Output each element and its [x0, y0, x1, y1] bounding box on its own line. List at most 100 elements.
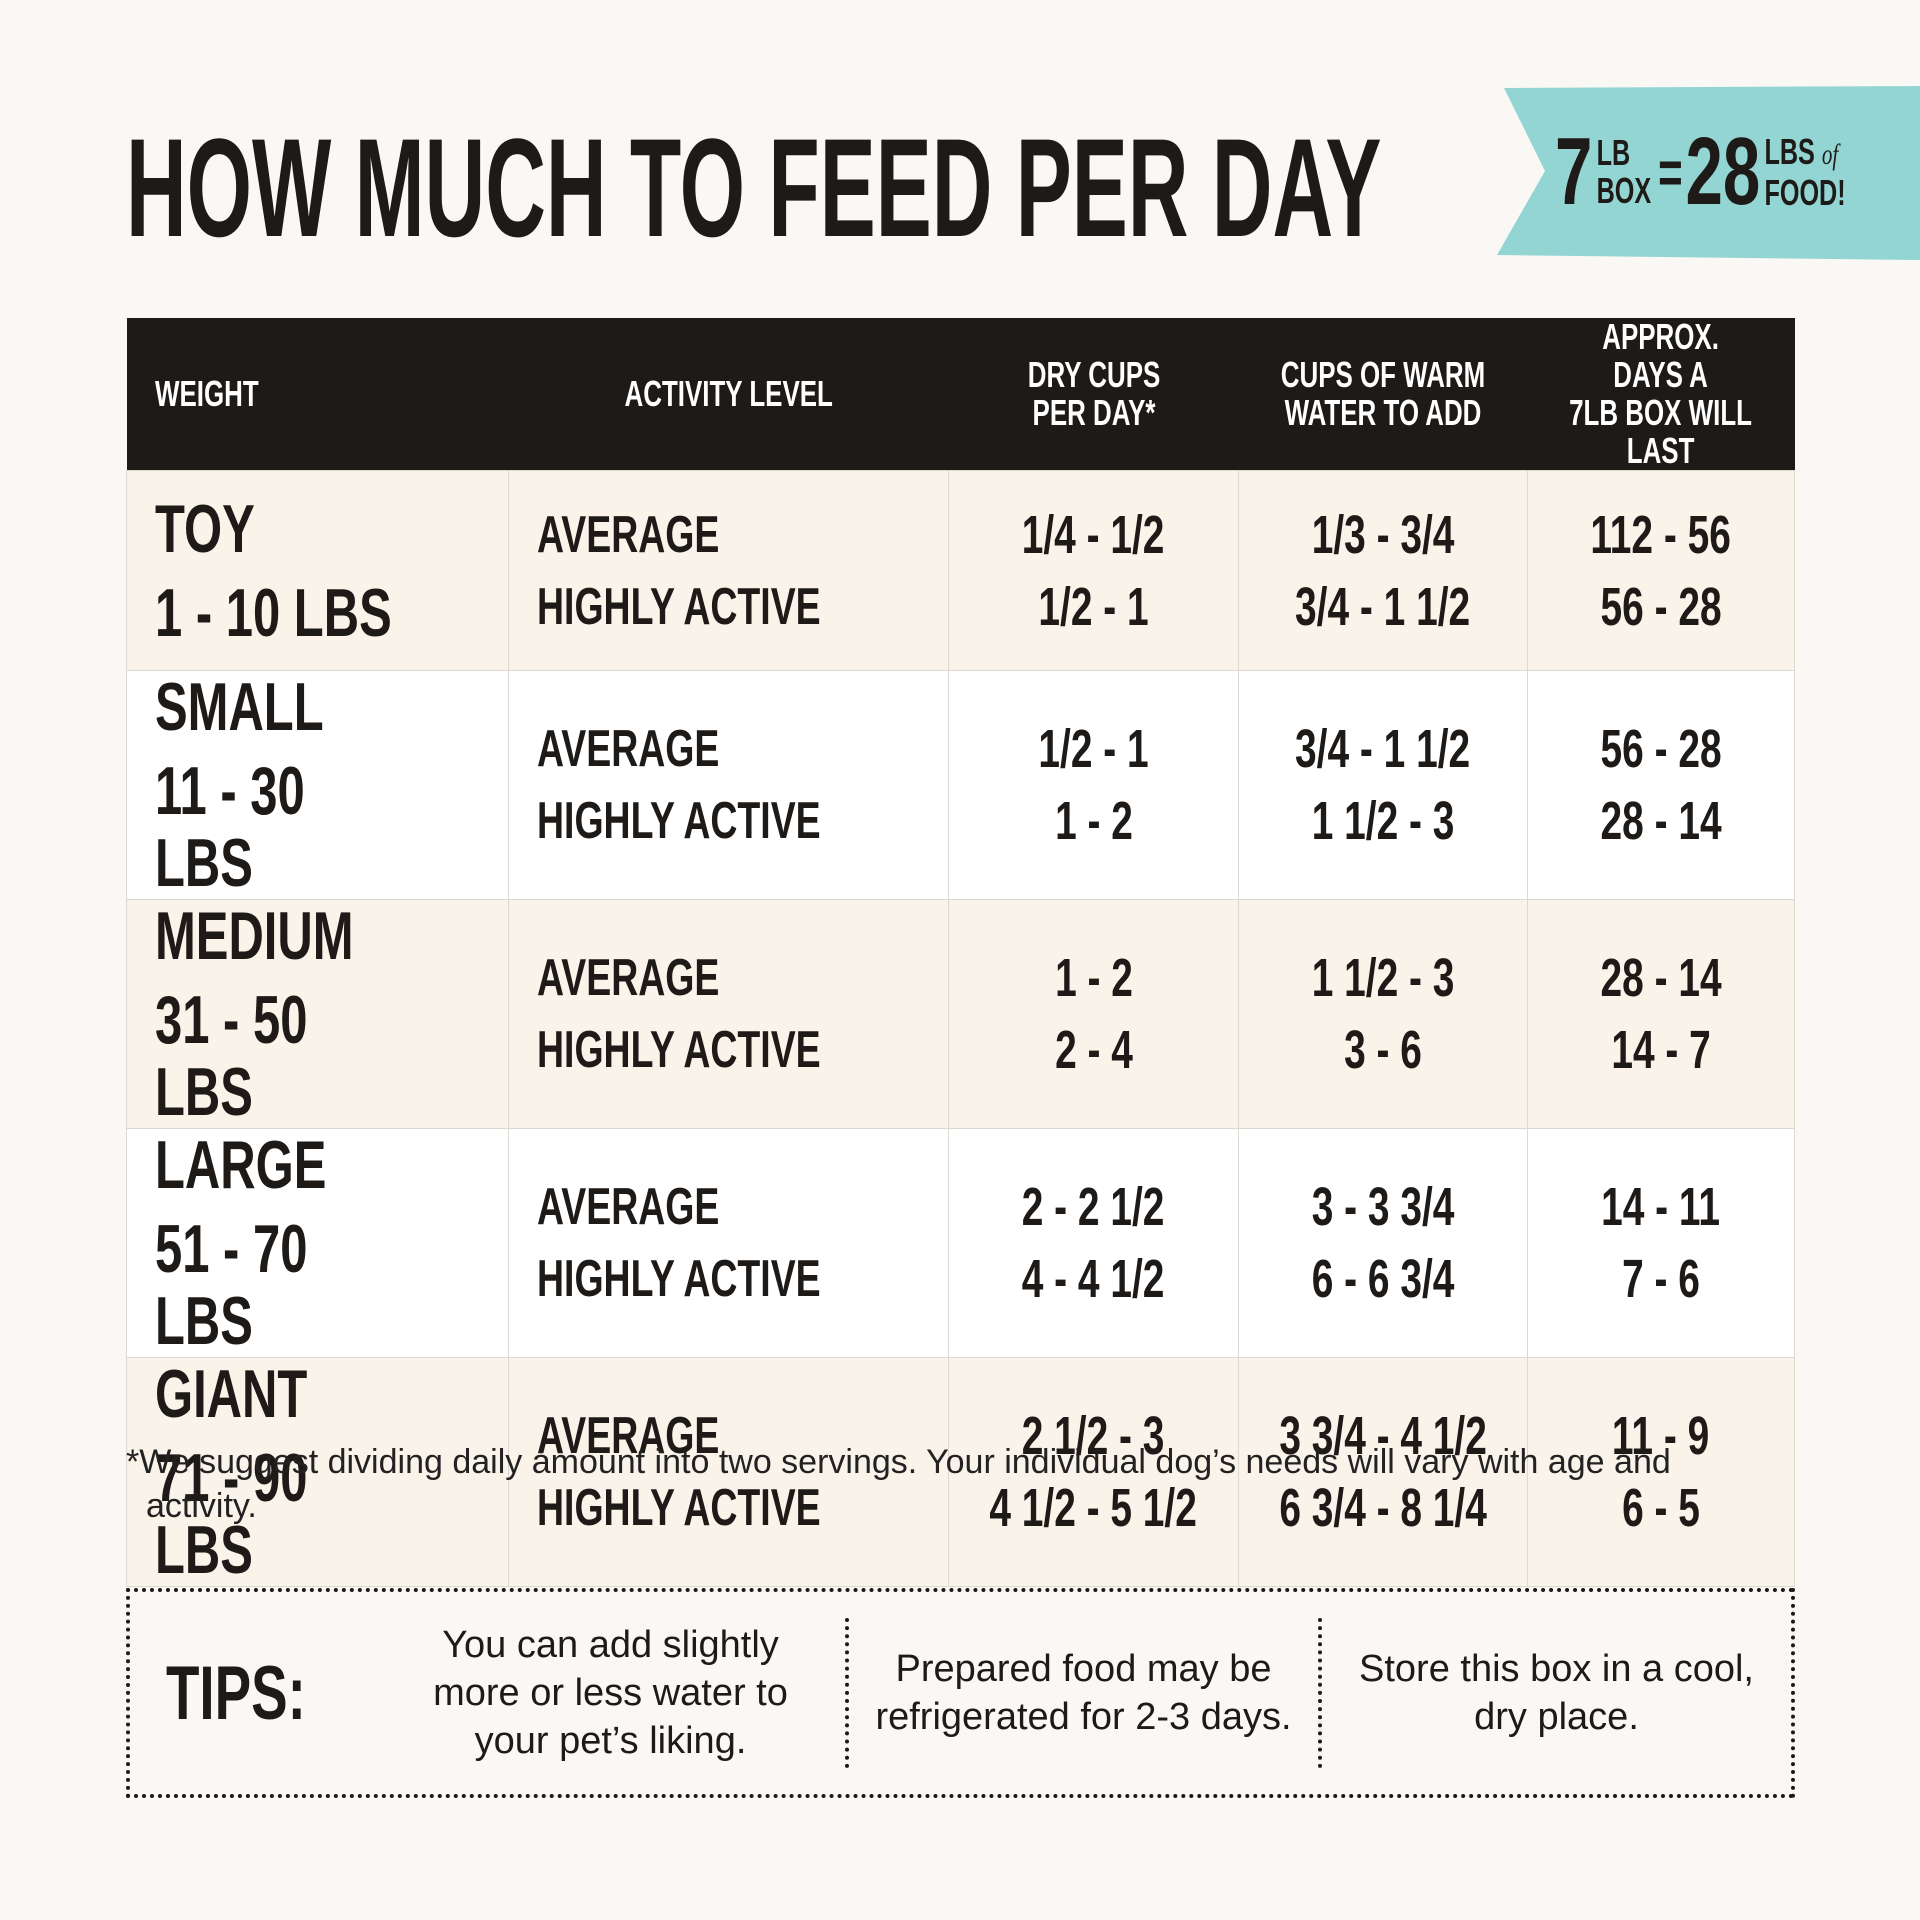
dry-line: 4 - 4 1/2 [994, 1249, 1192, 1309]
food-unit-bottom: FOOD! [1764, 171, 1846, 213]
column-header-line: ACTIVITY LEVEL [624, 373, 833, 414]
dry-line: 4 1/2 - 5 1/2 [949, 1478, 1237, 1538]
table-header: WEIGHT ACTIVITY LEVEL DRY CUPS PER DAY* CUPS… [126, 316, 1795, 471]
weight-box: TOY 1 - 10 LBS [127, 493, 508, 649]
box-unit-bottom: BOX [1596, 170, 1652, 211]
days-line: 7 - 6 [1607, 1249, 1715, 1309]
water-box: 3 3/4 - 4 1/2 6 3/4 - 8 1/4 [1239, 1406, 1527, 1538]
dry-cell: 1 - 2 2 - 4 [948, 899, 1239, 1129]
tips-label-box: TIPS: [130, 1650, 376, 1737]
weight-line: SMALL [155, 671, 508, 743]
column-header-text: CUPS OF WARM WATER TO ADD [1280, 356, 1484, 432]
dry-amount: 1 - 2 [1054, 948, 1133, 1008]
dry-box: 1/4 - 1/2 1/2 - 1 [949, 505, 1237, 637]
activity-level: HIGHLY ACTIVE [536, 792, 821, 850]
column-header-line: WATER TO ADD [1284, 392, 1482, 433]
dry-amount: 1/2 - 1 [1038, 576, 1149, 637]
weight-range: 31 - 50 LBS [155, 982, 308, 1130]
activity-line: HIGHLY ACTIVE [537, 577, 949, 637]
weight-line: MEDIUM [155, 900, 508, 972]
table-row: LARGE 51 - 70 LBS AVERAGE HIGHLY ACTIVE 2 - … [126, 1128, 1796, 1358]
badge-shape [1497, 86, 1920, 260]
dry-amount: 1/2 - 1 [1038, 719, 1149, 779]
column-header-line: 7LB BOX WILL LAST [1569, 392, 1753, 471]
water-line: 3 - 6 [1329, 1020, 1437, 1080]
dry-line: 1/4 - 1/2 [994, 505, 1192, 565]
activity-line: HIGHLY ACTIVE [537, 1478, 949, 1538]
column-header-line: APPROX. DAYS A [1602, 316, 1720, 395]
water-line: 3/4 - 1 1/2 [1261, 719, 1504, 779]
food-unit: LBS of FOOD! [1764, 130, 1846, 213]
size-name: MEDIUM [155, 898, 354, 974]
dry-box: 1 - 2 2 - 4 [949, 948, 1237, 1080]
days-box: 56 - 28 28 - 14 [1528, 719, 1794, 851]
column-header-text: WEIGHT [155, 375, 259, 413]
activity-box: AVERAGE HIGHLY ACTIVE [509, 719, 949, 851]
weight-cell: LARGE 51 - 70 LBS [126, 1128, 509, 1358]
weight-box: SMALL 11 - 30 LBS [127, 671, 508, 899]
weight-line: 1 - 10 LBS [155, 577, 508, 649]
dry-line: 2 1/2 - 3 [994, 1406, 1192, 1466]
box-weight: 7 [1555, 118, 1593, 225]
tip-divider [1318, 1618, 1322, 1768]
weight-cell: MEDIUM 31 - 50 LBS [126, 899, 509, 1130]
weight-range: 71 - 90 LBS [155, 1440, 308, 1588]
days-amount: 6 - 5 [1622, 1478, 1700, 1538]
dry-amount: 1/4 - 1/2 [1022, 504, 1165, 565]
days-line: 56 - 28 [1577, 577, 1745, 637]
footnote: *We suggest dividing daily amount into t… [126, 1443, 1671, 1525]
food-unit-top: LBS [1764, 130, 1815, 172]
size-name: TOY [155, 490, 255, 567]
days-box: 112 - 56 56 - 28 [1528, 505, 1794, 637]
water-line: 6 - 6 3/4 [1284, 1249, 1482, 1309]
dry-cell: 2 1/2 - 3 4 1/2 - 5 1/2 [948, 1357, 1239, 1587]
column-header-text: DRY CUPS PER DAY* [1027, 356, 1160, 432]
days-cell: 11 - 9 6 - 5 [1526, 1357, 1796, 1587]
days-amount: 112 - 56 [1590, 504, 1732, 565]
days-box: 14 - 11 7 - 6 [1528, 1177, 1794, 1309]
activity-cell: AVERAGE HIGHLY ACTIVE [507, 670, 950, 900]
box-unit-top: LB [1596, 132, 1631, 173]
dry-amount: 2 - 2 1/2 [1022, 1177, 1165, 1237]
days-line: 14 - 7 [1592, 1020, 1730, 1080]
days-line: 28 - 14 [1577, 791, 1745, 851]
activity-level: HIGHLY ACTIVE [536, 1479, 821, 1537]
dry-box: 2 1/2 - 3 4 1/2 - 5 1/2 [949, 1406, 1237, 1538]
days-amount: 28 - 14 [1600, 948, 1722, 1008]
dry-amount: 2 1/2 - 3 [1022, 1406, 1165, 1466]
column-header: DRY CUPS PER DAY* [948, 318, 1239, 471]
tip-divider [845, 1618, 849, 1768]
water-box: 1 1/2 - 3 3 - 6 [1239, 948, 1527, 1080]
food-unit-top-line: LBS of [1764, 130, 1845, 174]
dry-line: 1/2 - 1 [1017, 577, 1170, 637]
dry-amount: 2 - 4 [1054, 1020, 1133, 1080]
days-line: 28 - 14 [1577, 948, 1745, 1008]
weight-line: 71 - 90 LBS [155, 1442, 508, 1586]
water-amount: 6 - 6 3/4 [1311, 1249, 1455, 1309]
water-cell: 1/3 - 3/4 3/4 - 1 1/2 [1237, 470, 1528, 671]
activity-level: AVERAGE [536, 1407, 719, 1465]
activity-box: AVERAGE HIGHLY ACTIVE [509, 948, 949, 1080]
days-line: 14 - 11 [1578, 1177, 1743, 1237]
table-row: SMALL 11 - 30 LBS AVERAGE HIGHLY ACTIVE 1/2 … [126, 670, 1796, 900]
days-cell: 14 - 11 7 - 6 [1526, 1128, 1796, 1358]
weight-line: TOY [155, 493, 508, 565]
water-amount: 3 - 3 3/4 [1311, 1177, 1455, 1237]
feeding-table: WEIGHT ACTIVITY LEVEL DRY CUPS PER DAY* CUPS… [126, 316, 1796, 1587]
weight-cell: TOY 1 - 10 LBS [126, 470, 509, 671]
dry-amount: 1 - 2 [1054, 791, 1133, 851]
table-row: GIANT 71 - 90 LBS AVERAGE HIGHLY ACTIVE 2 1/… [126, 1357, 1796, 1587]
column-header-line: DRY CUPS [1027, 354, 1160, 395]
activity-line: HIGHLY ACTIVE [537, 1249, 949, 1309]
tip-text: Store this box in a cool, dry place. [1359, 1648, 1754, 1738]
days-amount: 56 - 28 [1600, 719, 1722, 779]
weight-range: 11 - 30 LBS [155, 753, 305, 901]
water-line: 3 - 3 3/4 [1284, 1177, 1482, 1237]
activity-line: AVERAGE [537, 719, 949, 779]
column-header-line: CUPS OF WARM [1280, 354, 1485, 395]
equals: = [1658, 138, 1683, 206]
activity-box: AVERAGE HIGHLY ACTIVE [509, 1177, 949, 1309]
weight-line: LARGE [155, 1129, 508, 1201]
activity-line: AVERAGE [537, 1406, 949, 1466]
